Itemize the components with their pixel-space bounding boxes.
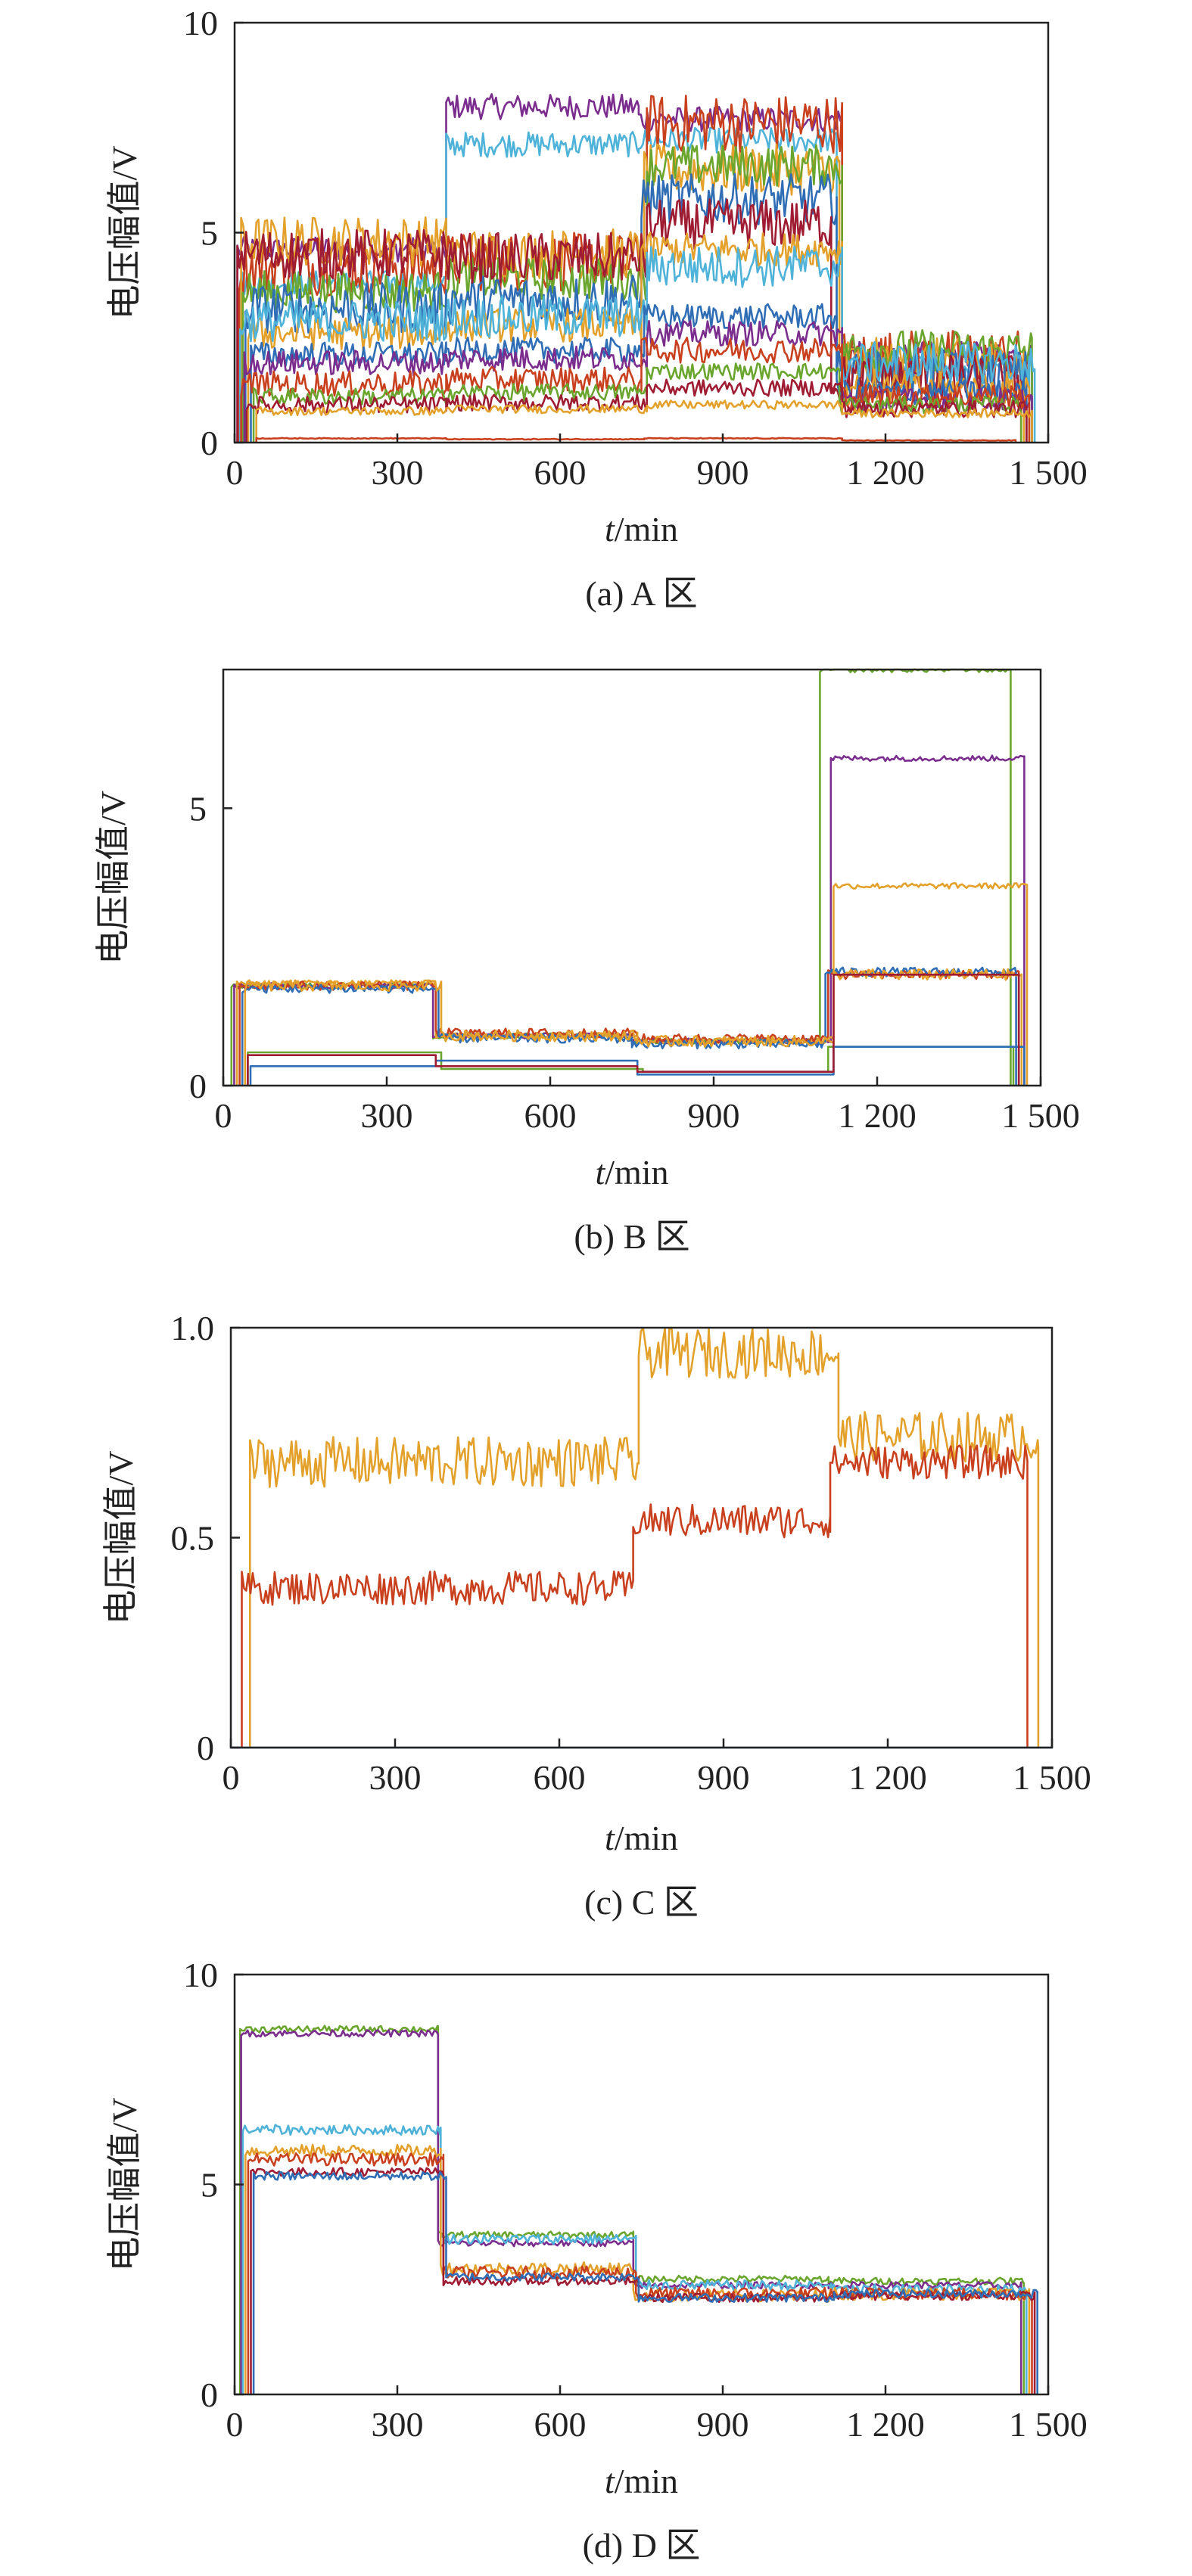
series-line-A-9	[238, 245, 1036, 443]
y-tick-label: 0	[197, 1729, 214, 1767]
panel-caption: (a) A 区	[585, 574, 697, 613]
y-axis-label: 电压幅值/V	[94, 791, 132, 965]
y-tick-label: 0	[189, 1067, 207, 1105]
panel-caption: (c) C 区	[584, 1883, 699, 1922]
series-line-D-2	[240, 2029, 1022, 2394]
x-tick-label: 0	[226, 2405, 244, 2444]
y-tick-label: 0.5	[171, 1519, 215, 1558]
y-axis-label: 电压幅值/V	[105, 2098, 144, 2272]
series-line-A-16	[255, 437, 1017, 443]
series-line-D-7	[252, 2170, 1038, 2394]
x-tick-label: 900	[697, 453, 749, 492]
series-line-B-9	[247, 974, 1020, 1086]
x-tick-label: 900	[697, 2405, 749, 2444]
y-tick-label: 0	[201, 2376, 218, 2414]
y-tick-label: 5	[201, 214, 218, 253]
plot-frame	[233, 1973, 1050, 2396]
plot-frame	[222, 668, 1042, 1087]
series-line-B-6	[244, 968, 1023, 1086]
y-tick-label: 10	[183, 4, 218, 42]
y-tick-label: 5	[201, 2166, 218, 2205]
x-axis-label: t/min	[595, 1153, 668, 1192]
x-tick-label: 600	[534, 2405, 587, 2444]
series-line-A-14	[245, 378, 1028, 443]
x-tick-label: 600	[524, 1096, 577, 1135]
x-tick-label: 1 500	[1001, 1096, 1080, 1135]
panel-caption: (d) D 区	[583, 2526, 701, 2565]
x-tick-label: 0	[215, 1096, 232, 1135]
series-line-A-13	[252, 362, 1022, 443]
chart-panel-3: 0 300 600 900 1 200 1 500 0 0.5 1.0 电压幅值/V t/min (c…	[101, 1309, 1091, 1922]
chart-panel-4: 0 300 600 900 1 200 1 500 0 5 10 电压幅值/V t/min (d) D…	[105, 1956, 1088, 2565]
series-line-B-1	[230, 668, 1012, 1086]
y-tick-label: 5	[189, 789, 207, 828]
series-line-D-1	[238, 2024, 1025, 2394]
series-line-C-1	[248, 1326, 1040, 1748]
x-tick-label: 1 200	[838, 1096, 917, 1135]
plot-frame	[229, 1326, 1054, 1749]
x-tick-label: 1 200	[846, 2405, 925, 2444]
x-axis-label: t/min	[605, 2462, 678, 2500]
y-axis-label: 电压幅值/V	[105, 146, 144, 320]
series-line-A-7	[236, 198, 1022, 443]
chart-panel-1: 0 300 600 900 1 200 1 500 0 5 10 电压幅值/V t/min (a) A…	[105, 4, 1088, 613]
y-tick-label: 0	[201, 424, 218, 462]
series-line-D-3	[241, 2124, 1028, 2394]
x-tick-label: 0	[226, 453, 244, 492]
x-tick-label: 300	[372, 2405, 424, 2444]
series-line-C-2	[241, 1444, 1029, 1748]
x-tick-label: 0	[223, 1758, 240, 1797]
y-tick-label: 1.0	[171, 1309, 215, 1347]
series-line-A-11	[243, 319, 1033, 443]
x-axis-label: t/min	[605, 1819, 678, 1857]
y-axis-label: 电压幅值/V	[101, 1451, 140, 1625]
x-tick-label: 1 500	[1009, 2405, 1088, 2444]
x-tick-label: 900	[688, 1096, 740, 1135]
series-line-A-12	[240, 336, 1031, 443]
y-tick-label: 10	[183, 1956, 218, 1994]
series-line-A-10	[250, 303, 1028, 443]
series-line-D-4	[244, 2143, 1031, 2394]
x-tick-label: 300	[361, 1096, 413, 1135]
x-tick-label: 1 500	[1009, 453, 1088, 492]
chart-panel-2: 0 300 600 900 1 200 1 500 0 5 电压幅值/V t/min (b) B 区	[94, 668, 1080, 1256]
x-tick-label: 1 200	[846, 453, 925, 492]
x-axis-label: t/min	[605, 510, 678, 548]
x-tick-label: 1 200	[848, 1758, 927, 1797]
series-line-A-15	[255, 399, 1033, 443]
series-line-D-5	[247, 2152, 1033, 2394]
x-tick-label: 600	[534, 453, 587, 492]
panel-caption: (b) B 区	[574, 1217, 689, 1256]
x-tick-label: 300	[372, 453, 424, 492]
x-tick-label: 1 500	[1013, 1758, 1091, 1797]
x-tick-label: 900	[698, 1758, 750, 1797]
x-tick-label: 300	[369, 1758, 422, 1797]
x-tick-label: 600	[534, 1758, 586, 1797]
